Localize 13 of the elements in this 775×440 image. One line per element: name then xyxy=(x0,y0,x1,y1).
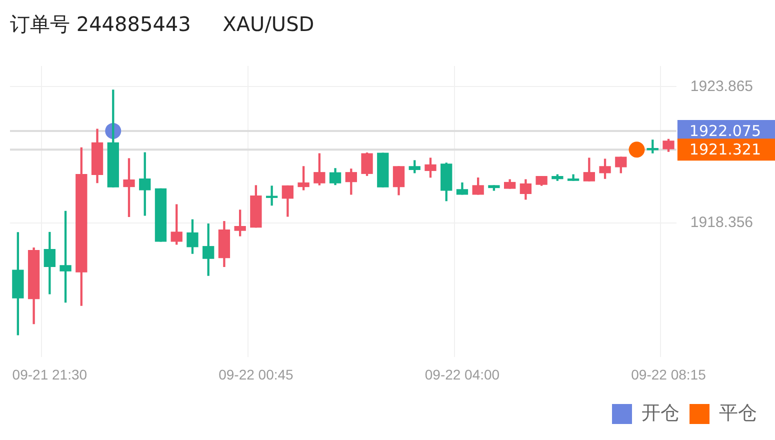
x-tick-label: 09-22 04:00 xyxy=(424,366,500,382)
x-tick-label: 09-21 21:30 xyxy=(12,366,88,382)
chart-title: 订单号 244885443 XAU/USD xyxy=(10,12,314,36)
y-tick-label: 1923.865 xyxy=(690,78,754,95)
candlestick xyxy=(154,188,167,242)
legend-label: 开仓 xyxy=(642,403,680,424)
x-tick-label: 09-22 08:15 xyxy=(631,366,706,382)
legend-label: 平仓 xyxy=(719,403,757,424)
x-tick-label: 09-22 00:45 xyxy=(218,366,294,382)
ref-line-label: 1921.321 xyxy=(689,140,762,158)
ref-line-label: 1922.075 xyxy=(689,122,762,140)
candlestick xyxy=(377,152,389,188)
y-tick-label: 1918.356 xyxy=(690,214,754,232)
